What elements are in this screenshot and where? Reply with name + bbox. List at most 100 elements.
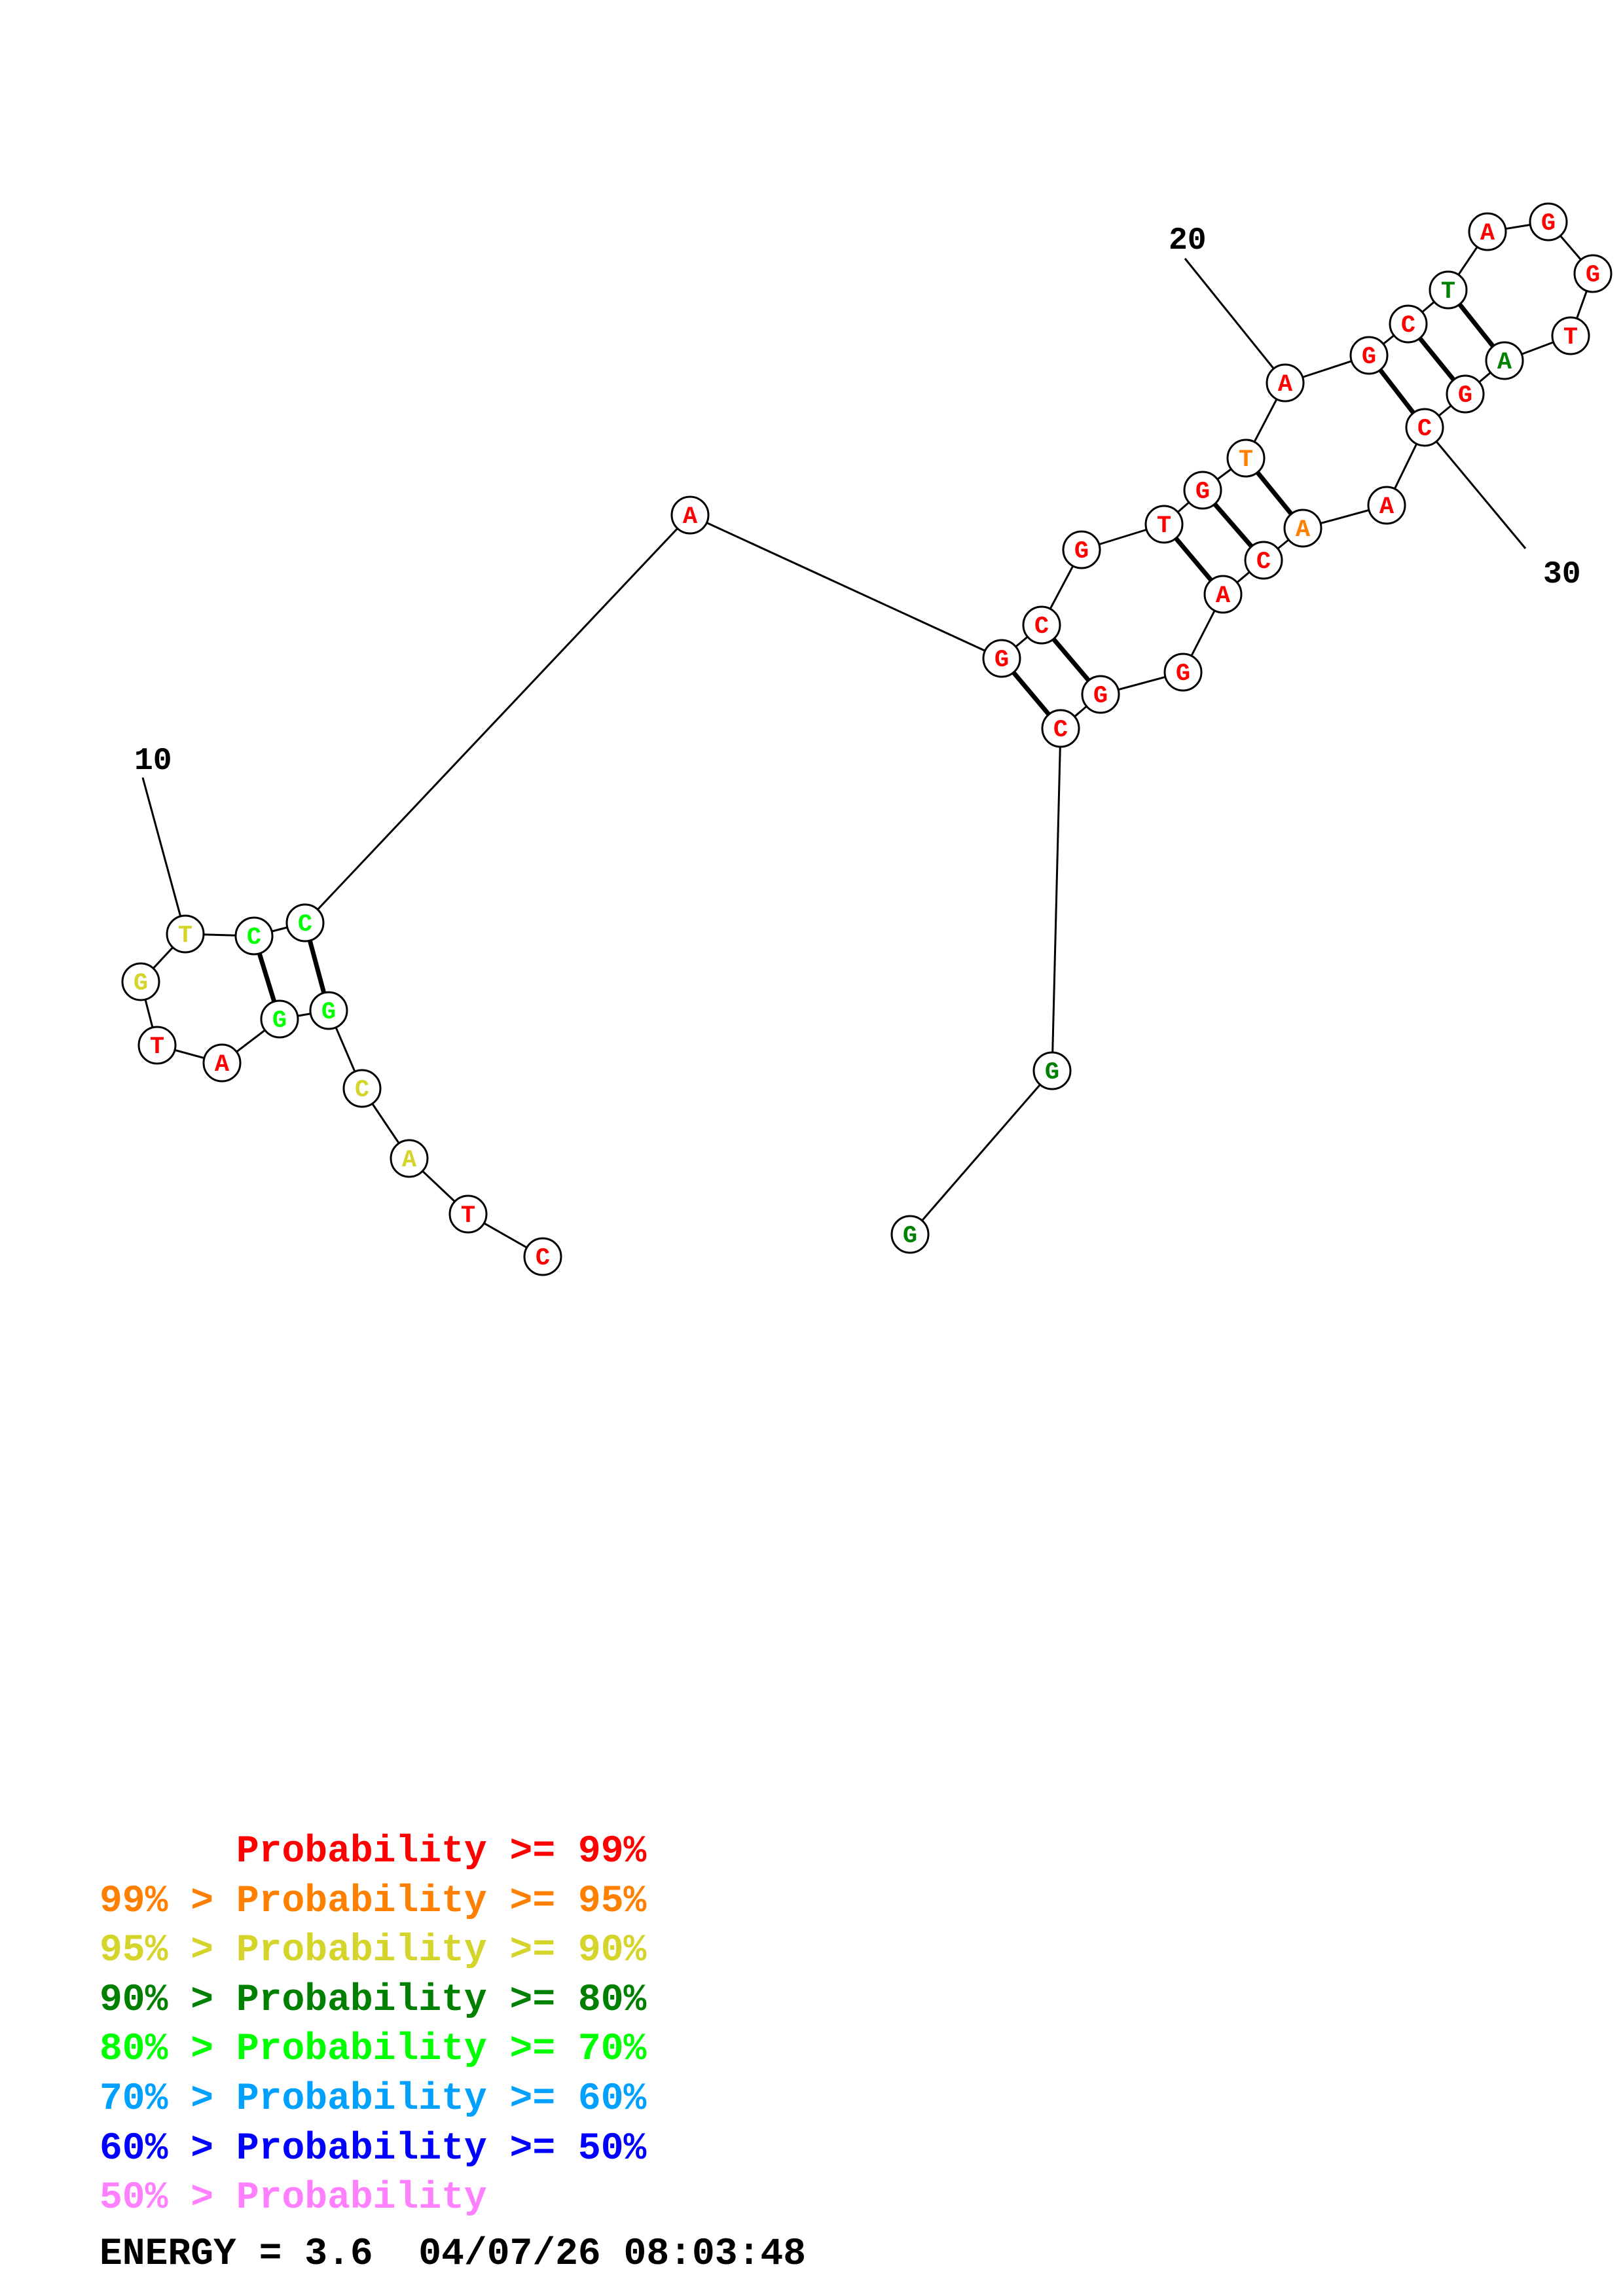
nucleotide-circle xyxy=(137,1026,177,1065)
probability-legend: Probability >= 99% 99% > Probability >= 9… xyxy=(100,1827,646,2223)
nucleotide: G xyxy=(260,999,299,1039)
nucleotide: T xyxy=(1226,439,1266,478)
position-leader-lines xyxy=(141,258,1527,935)
nucleotide: C xyxy=(1022,605,1061,645)
legend-row: 99% > Probability >= 95% xyxy=(100,1877,646,1927)
nucleotide: G xyxy=(1529,202,1568,242)
nucleotide-base: C xyxy=(1053,717,1068,744)
nucleotide-circle xyxy=(1081,675,1120,714)
nucleotide-base: G xyxy=(903,1223,917,1250)
nucleotide: G xyxy=(1062,530,1101,569)
nucleotide-base: G xyxy=(1458,382,1472,410)
legend-row: Probability >= 99% xyxy=(100,1827,647,1877)
nucleotide-circle xyxy=(1203,575,1243,614)
nucleotide-circle xyxy=(1022,605,1061,645)
base-pair-lines xyxy=(251,288,1506,1020)
nucleotide: C xyxy=(1389,304,1428,344)
nucleotide-base: A xyxy=(1480,220,1495,247)
nucleotide-base: C xyxy=(298,911,312,939)
timestamp: 04/07/26 08:03:48 xyxy=(418,2233,806,2276)
nucleotide-circle xyxy=(1041,709,1080,748)
nucleotide-base: A xyxy=(1379,493,1395,521)
nucleotide: A xyxy=(1485,341,1524,380)
nucleotide-base: A xyxy=(1296,516,1311,544)
backbone-segment xyxy=(304,514,691,924)
nucleotide: G xyxy=(1081,675,1120,714)
nucleotide-circle xyxy=(448,1194,488,1234)
nucleotide: C xyxy=(1041,709,1080,748)
nucleotide-circle xyxy=(1266,363,1305,403)
nucleotide-base: A xyxy=(402,1147,417,1174)
nucleotide-circle xyxy=(523,1237,562,1276)
nucleotide-circle xyxy=(1389,304,1428,344)
nucleotide: A xyxy=(1283,509,1322,548)
position-label: 20 xyxy=(1169,223,1207,259)
position-leader xyxy=(1184,258,1286,384)
legend-prefix: 90% > xyxy=(100,1979,236,2022)
legend-prefix: 50% > xyxy=(100,2177,236,2220)
nucleotide-base: G xyxy=(1176,660,1190,688)
nucleotide-base: T xyxy=(461,1202,475,1230)
nucleotide: G xyxy=(890,1215,930,1254)
backbone-segment xyxy=(1051,728,1062,1071)
nucleotide-base: C xyxy=(1401,312,1415,340)
nucleotide-circle xyxy=(309,991,348,1030)
nucleotide: A xyxy=(1367,486,1406,525)
nucleotide-base: T xyxy=(1563,324,1578,351)
nucleotide-circle xyxy=(1468,212,1507,251)
nucleotide-circle xyxy=(1529,202,1568,242)
nucleotide: C xyxy=(342,1069,382,1108)
nucleotide: C xyxy=(285,903,325,942)
nucleotide-base: A xyxy=(1497,349,1512,376)
legend-text: Probability >= 99% xyxy=(236,1831,647,1873)
nucleotide-base: G xyxy=(272,1007,287,1035)
nucleotide: A xyxy=(202,1043,242,1083)
nucleotide: C xyxy=(1405,408,1444,447)
nucleotide: T xyxy=(1429,270,1468,310)
nucleotide-base: C xyxy=(1256,548,1271,576)
legend-text: Probability xyxy=(236,2177,487,2220)
position-leader xyxy=(1423,427,1527,549)
position-label: 30 xyxy=(1543,557,1581,592)
nucleotide-base: C xyxy=(247,924,261,952)
position-label: 10 xyxy=(134,744,172,779)
nucleotide-circle xyxy=(1446,374,1485,414)
nucleotide: T xyxy=(137,1026,177,1065)
nucleotide-circle xyxy=(234,916,274,956)
nucleotide-base: T xyxy=(1157,512,1171,540)
nucleotide: G xyxy=(309,991,348,1030)
nucleotide-circle xyxy=(1485,341,1524,380)
nucleotide: G xyxy=(1349,336,1389,375)
legend-prefix: 80% > xyxy=(100,2028,236,2072)
nucleotide-base: C xyxy=(536,1245,550,1272)
nucleotide-circle xyxy=(670,495,710,535)
nucleotide-circle xyxy=(890,1215,930,1254)
legend-row: 90% > Probability >= 80% xyxy=(100,1976,646,2026)
legend-text: Probability >= 90% xyxy=(236,1929,647,1973)
nucleotide-base: T xyxy=(178,922,192,950)
nucleotide-circle xyxy=(1349,336,1389,375)
nucleotide: G xyxy=(121,962,160,1001)
nucleotide-circle xyxy=(260,999,299,1039)
nucleotide: T xyxy=(1551,316,1590,355)
nucleotide-base: T xyxy=(1441,278,1455,306)
nucleotide: T xyxy=(166,914,205,954)
legend-text: Probability >= 50% xyxy=(236,2127,647,2170)
nucleotide-base: G xyxy=(1074,538,1089,565)
legend-row: 70% > Probability >= 60% xyxy=(100,2075,646,2125)
position-leader xyxy=(141,777,187,935)
nucleotide-base: G xyxy=(1093,683,1108,710)
nucleotide-circle xyxy=(1405,408,1444,447)
nucleotide: A xyxy=(1203,575,1243,614)
nucleotide-base: C xyxy=(1034,613,1049,641)
nucleotide-base: T xyxy=(1239,446,1253,474)
nucleotide: G xyxy=(1032,1051,1072,1090)
legend-prefix: 95% > xyxy=(100,1929,236,1973)
nucleotide-base: A xyxy=(1278,371,1293,399)
nucleotide-base: T xyxy=(150,1033,164,1061)
legend-text: Probability >= 70% xyxy=(236,2028,647,2072)
legend-text: Probability >= 80% xyxy=(236,1979,647,2022)
nucleotide-base: G xyxy=(321,999,336,1026)
nucleotide: G xyxy=(1446,374,1485,414)
